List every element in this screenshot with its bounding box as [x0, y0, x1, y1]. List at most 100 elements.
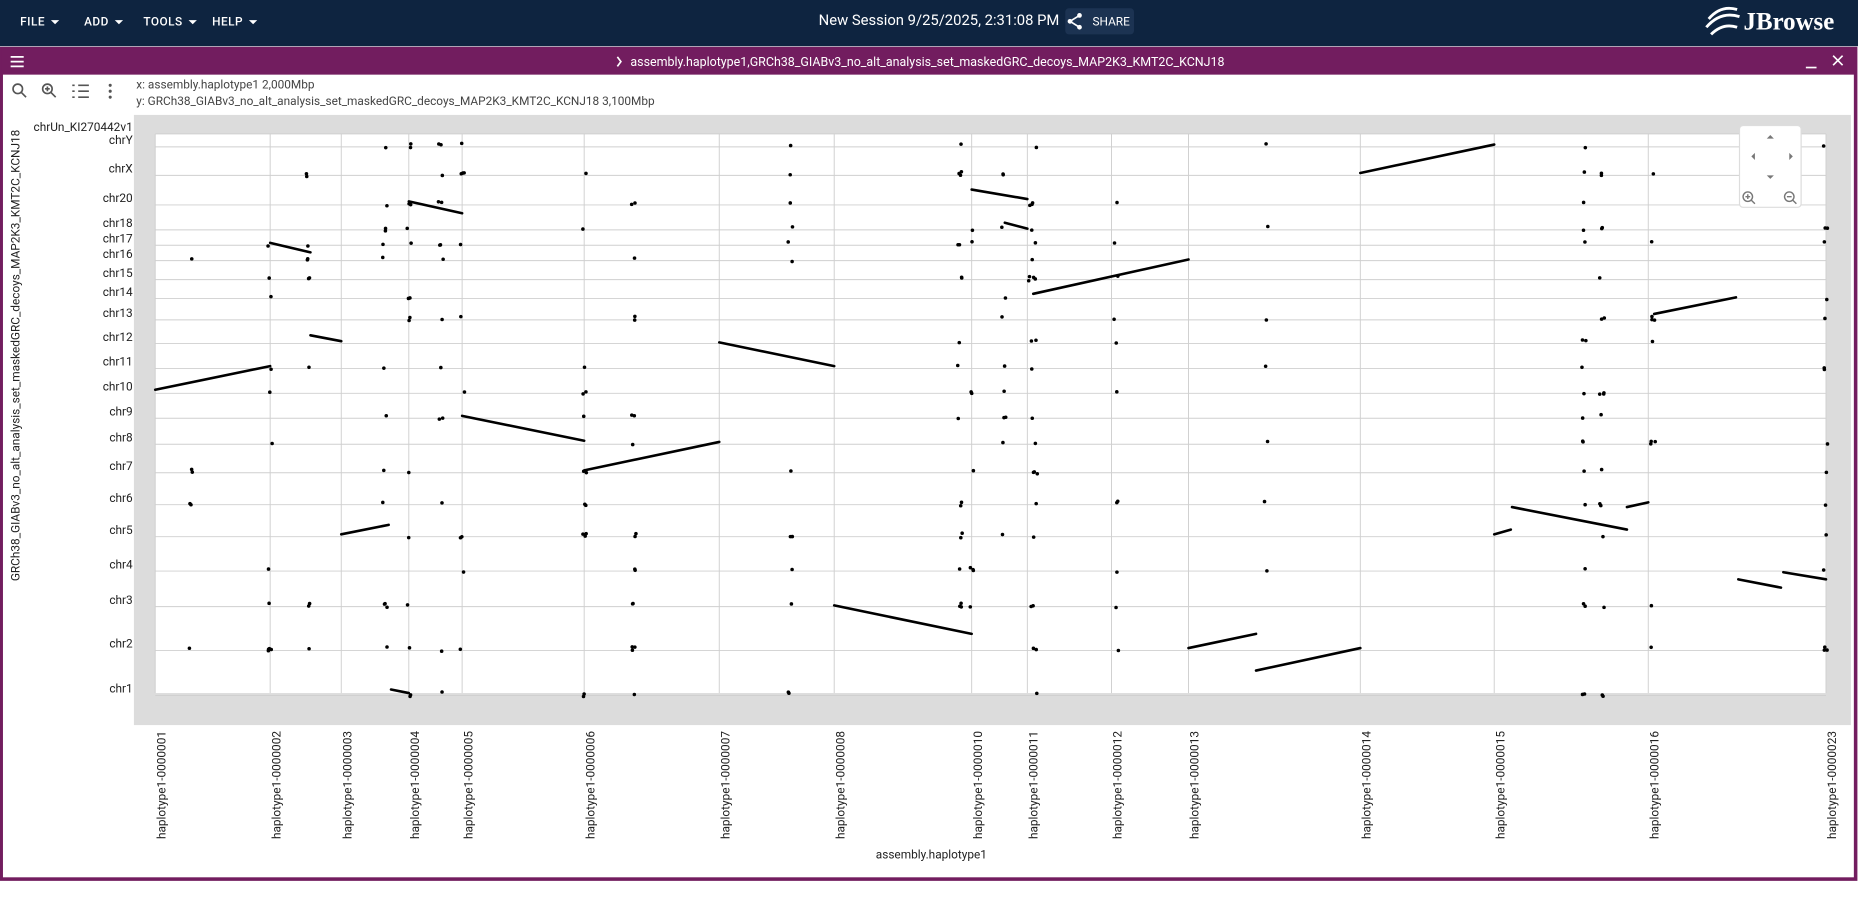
alignment-dot — [440, 317, 444, 322]
y-tick-label: chrUn_KI270442v1 — [34, 120, 133, 134]
alignment-dot — [1265, 439, 1270, 444]
y-axis-title: GRCh38_GIABv3_no_alt_analysis_set_masked… — [9, 130, 23, 581]
alignment-dot — [1650, 317, 1654, 322]
alignment-dot — [632, 256, 637, 260]
x-tick-label: haplotype1-0000003 — [340, 731, 354, 839]
menu-item[interactable]: HELP — [212, 15, 243, 29]
alignment-dot — [955, 363, 960, 368]
more-icon[interactable] — [108, 83, 112, 87]
x-axis-title: assembly.haplotype1 — [876, 848, 987, 862]
y-tick-label: chr13 — [103, 306, 133, 320]
alignment-dot — [1597, 276, 1602, 280]
alignment-dot — [266, 244, 270, 248]
session-title[interactable]: New Session 9/25/2025, 2:31:08 PM — [819, 11, 1060, 29]
alignment-dot — [1601, 534, 1605, 539]
alignment-dot — [630, 648, 635, 652]
alignment-dot — [189, 257, 194, 261]
alignment-dot — [1651, 172, 1656, 176]
share-button[interactable] — [1065, 8, 1134, 35]
alignment-dot — [307, 365, 311, 370]
alignment-dot — [1035, 472, 1040, 476]
view-menu-icon[interactable] — [10, 55, 24, 68]
alignment-dot — [1599, 412, 1603, 417]
view-title[interactable]: assembly.haplotype1,GRCh38_GIABv3_no_alt… — [630, 55, 1224, 70]
alignment-dot — [1825, 648, 1829, 652]
alignment-dot — [970, 228, 975, 233]
y-info: y: GRCh38_GIABv3_no_alt_analysis_set_mas… — [136, 94, 655, 108]
alignment-dot — [633, 568, 637, 573]
alignment-dot — [437, 417, 442, 421]
alignment-dot — [1580, 692, 1585, 697]
alignment-dot — [385, 645, 389, 649]
alignment-dot — [1649, 442, 1653, 446]
menu-item[interactable]: ADD — [84, 15, 109, 29]
alignment-dot — [1116, 648, 1121, 653]
menu-item[interactable]: FILE — [20, 15, 45, 29]
pan-up[interactable] — [1766, 135, 1774, 139]
alignment-dot — [459, 141, 464, 146]
alignment-dot — [459, 314, 463, 319]
alignment-dot — [633, 645, 637, 649]
alignment-dot — [1264, 318, 1269, 322]
alignment-dot — [383, 145, 388, 150]
alignment-dot — [971, 568, 976, 573]
pan-left[interactable] — [1751, 152, 1755, 160]
zoom-out-icon[interactable] — [12, 83, 24, 95]
alignment-dot — [1112, 241, 1117, 245]
nav-widget — [1738, 124, 1802, 208]
nav-zoom-in[interactable] — [1742, 191, 1754, 203]
alignment-dot — [790, 259, 794, 264]
alignment-dot — [629, 202, 634, 207]
alignment-dot — [1029, 339, 1034, 343]
alignment-dot — [1034, 501, 1038, 506]
alignment-dot — [1033, 441, 1038, 446]
close-icon[interactable] — [1832, 55, 1844, 66]
alignment-dot — [267, 276, 271, 280]
alignment-dot — [633, 314, 637, 319]
alignment-dot — [1599, 317, 1604, 321]
alignment-dot — [1821, 568, 1826, 572]
share-label[interactable]: SHARE — [1093, 15, 1131, 29]
pan-right[interactable] — [1789, 152, 1793, 160]
alignment-dot — [409, 142, 413, 146]
alignment-dot — [959, 142, 963, 146]
track-selector-icon[interactable] — [72, 84, 89, 98]
pan-down[interactable] — [1766, 175, 1774, 179]
alignment-dot — [407, 318, 411, 323]
zoom-in-icon[interactable] — [41, 83, 53, 95]
alignment-dot — [1001, 173, 1005, 177]
alignment-dot — [584, 503, 588, 508]
zoom-out-handle — [20, 91, 27, 98]
alignment-dot — [1029, 228, 1034, 232]
nav-zoom-in-glyph — [1745, 194, 1756, 205]
alignment-dot — [1602, 605, 1606, 610]
alignment-dot — [960, 531, 964, 535]
y-tick-label: chr3 — [109, 593, 132, 607]
nav-zoom-out[interactable] — [1783, 191, 1795, 203]
alignment-dot — [1002, 364, 1007, 368]
y-tick-label: chr2 — [109, 637, 133, 651]
alignment-dot — [1580, 416, 1585, 420]
y-tick-label: chr10 — [103, 380, 133, 394]
alignment-dot — [438, 243, 443, 247]
alignment-dot — [1034, 145, 1039, 150]
alignment-dot — [1583, 240, 1587, 244]
alignment-dot — [584, 390, 588, 394]
plot-area[interactable] — [155, 133, 1827, 694]
alignment-dot — [1114, 605, 1118, 610]
x-tick-label: haplotype1-0000023 — [1825, 731, 1839, 839]
alignment-dot — [458, 242, 463, 247]
alignment-dot — [307, 646, 311, 651]
x-tick-label: haplotype1-0000012 — [1111, 731, 1125, 839]
x-tick-label: haplotype1-0000011 — [1027, 731, 1041, 839]
alignment-dot — [381, 500, 385, 505]
alignment-dot — [1583, 567, 1587, 571]
alignment-dot — [305, 258, 310, 262]
alignment-dot — [788, 172, 792, 177]
y-tick-label: chr7 — [109, 459, 133, 473]
nav-zoom-out-glyph — [1786, 195, 1797, 205]
alignment-dot — [187, 646, 192, 651]
menu-item[interactable]: TOOLS — [143, 15, 182, 29]
alignment-dot — [968, 605, 973, 609]
